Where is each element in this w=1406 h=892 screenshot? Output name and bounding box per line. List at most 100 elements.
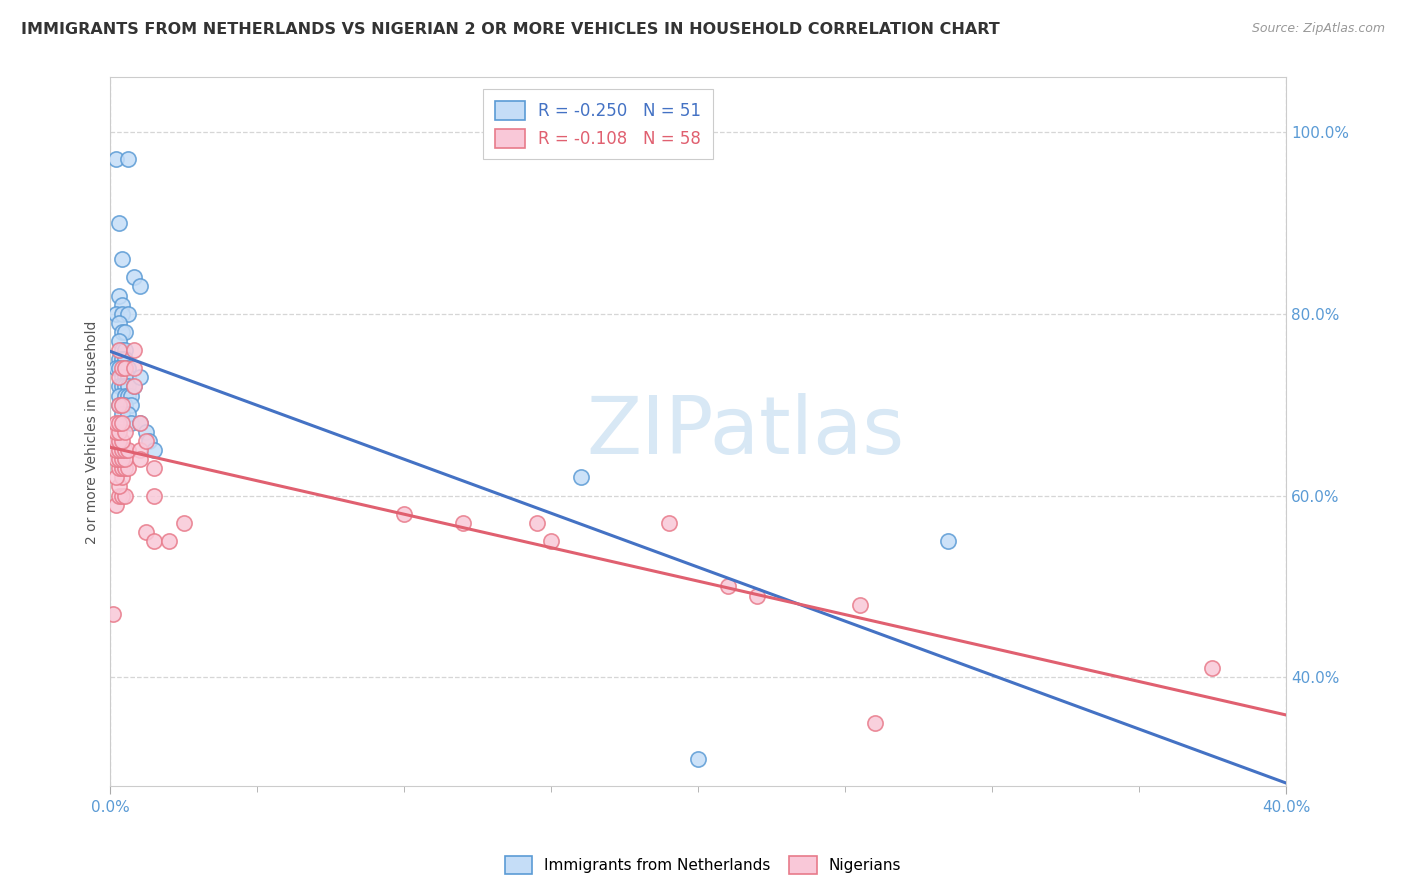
Point: [108, 461, 131, 475]
Point: [117, 407, 139, 421]
Point: [105, 361, 128, 376]
Point: [135, 524, 157, 539]
Point: [394, 507, 416, 521]
Point: [111, 379, 134, 393]
Point: [143, 489, 166, 503]
Point: [108, 443, 131, 458]
Point: [105, 153, 128, 167]
Legend: Immigrants from Netherlands, Nigerians: Immigrants from Netherlands, Nigerians: [499, 850, 907, 880]
Text: Source: ZipAtlas.com: Source: ZipAtlas.com: [1251, 22, 1385, 36]
Point: [105, 425, 128, 439]
Point: [108, 370, 131, 384]
Point: [108, 416, 131, 430]
Point: [105, 434, 128, 448]
Point: [128, 416, 150, 430]
Point: [114, 452, 136, 467]
Point: [105, 307, 128, 321]
Point: [114, 489, 136, 503]
Point: [128, 416, 150, 430]
Point: [108, 216, 131, 230]
Point: [526, 516, 548, 530]
Point: [108, 489, 131, 503]
Point: [111, 398, 134, 412]
Point: [108, 398, 131, 412]
Point: [108, 379, 131, 393]
Point: [114, 388, 136, 402]
Point: [117, 461, 139, 475]
Point: [111, 361, 134, 376]
Point: [114, 361, 136, 376]
Point: [108, 425, 131, 439]
Point: [111, 470, 134, 484]
Point: [863, 715, 886, 730]
Point: [122, 343, 145, 357]
Point: [688, 752, 710, 766]
Point: [936, 533, 959, 548]
Point: [111, 298, 134, 312]
Point: [120, 388, 142, 402]
Point: [111, 489, 134, 503]
Point: [117, 379, 139, 393]
Point: [122, 270, 145, 285]
Point: [111, 325, 134, 339]
Point: [117, 361, 139, 376]
Point: [111, 343, 134, 357]
Point: [105, 470, 128, 484]
Point: [108, 343, 131, 357]
Point: [117, 388, 139, 402]
Point: [117, 153, 139, 167]
Point: [111, 416, 134, 430]
Point: [120, 416, 142, 430]
Point: [1201, 661, 1223, 675]
Point: [114, 370, 136, 384]
Point: [128, 443, 150, 458]
Point: [111, 307, 134, 321]
Point: [569, 470, 592, 484]
Point: [111, 443, 134, 458]
Point: [114, 352, 136, 367]
Point: [108, 388, 131, 402]
Text: ZIPatlas: ZIPatlas: [586, 392, 904, 471]
Point: [114, 461, 136, 475]
Point: [114, 361, 136, 376]
Point: [108, 361, 131, 376]
Point: [173, 516, 195, 530]
Point: [120, 398, 142, 412]
Point: [114, 425, 136, 439]
Point: [108, 434, 131, 448]
Point: [111, 434, 134, 448]
Point: [111, 398, 134, 412]
Point: [108, 352, 131, 367]
Point: [114, 343, 136, 357]
Point: [105, 443, 128, 458]
Point: [114, 379, 136, 393]
Point: [108, 452, 131, 467]
Point: [122, 361, 145, 376]
Point: [108, 316, 131, 330]
Point: [122, 379, 145, 393]
Point: [111, 407, 134, 421]
Point: [716, 579, 738, 593]
Point: [122, 379, 145, 393]
Point: [114, 398, 136, 412]
Point: [143, 443, 166, 458]
Point: [745, 589, 768, 603]
Point: [540, 533, 562, 548]
Point: [143, 533, 166, 548]
Point: [135, 425, 157, 439]
Point: [128, 452, 150, 467]
Text: IMMIGRANTS FROM NETHERLANDS VS NIGERIAN 2 OR MORE VEHICLES IN HOUSEHOLD CORRELAT: IMMIGRANTS FROM NETHERLANDS VS NIGERIAN …: [21, 22, 1000, 37]
Point: [108, 334, 131, 348]
Point: [157, 533, 180, 548]
Point: [111, 370, 134, 384]
Point: [135, 434, 157, 448]
Point: [128, 279, 150, 293]
Point: [117, 370, 139, 384]
Point: [128, 370, 150, 384]
Point: [849, 598, 872, 612]
Legend: R = -0.250   N = 51, R = -0.108   N = 58: R = -0.250 N = 51, R = -0.108 N = 58: [484, 89, 713, 160]
Point: [111, 461, 134, 475]
Point: [111, 252, 134, 267]
Point: [111, 352, 134, 367]
Point: [105, 498, 128, 512]
